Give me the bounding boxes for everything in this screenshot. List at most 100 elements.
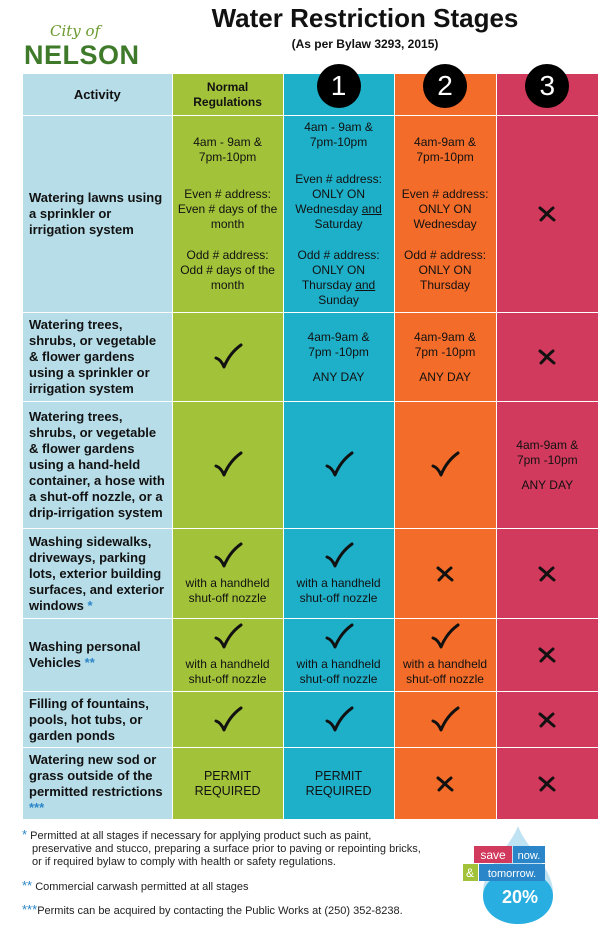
header-row: Activity Normal Regulations 1 2 3	[22, 63, 599, 116]
note-text: with a handheld shut-off nozzle	[185, 657, 270, 686]
now-box	[513, 846, 545, 863]
stage3-cell	[495, 528, 599, 619]
check-icon	[431, 706, 460, 731]
check-icon	[214, 451, 243, 477]
check-slot	[284, 623, 394, 651]
activity-cell: Watering new sod or grass outside of the…	[22, 747, 173, 820]
activity-cell: Watering trees, shrubs, or vegetable & f…	[22, 312, 173, 402]
header-stage-1: 1	[282, 63, 395, 116]
page-subtitle: (As per Bylaw 3293, 2015)	[291, 37, 439, 51]
note-text: with a handheld shut-off nozzle	[296, 657, 381, 686]
stage1-cell	[282, 401, 395, 529]
normal-cell: with a handheld shut-off nozzle	[171, 528, 284, 619]
amp-box	[463, 864, 478, 881]
activity-cell: Washing personal Vehicles **	[22, 618, 173, 692]
activity-cell: Watering lawns using a sprinkler or irri…	[22, 115, 173, 313]
activity-cell: Watering trees, shrubs, or vegetable & f…	[22, 401, 173, 529]
x-icon	[538, 776, 556, 791]
badge-now: now.	[518, 850, 541, 862]
table-row: Filling of fountains, pools, hot tubs, o…	[22, 691, 599, 748]
badge-amp: &	[466, 866, 474, 880]
tomorrow-box	[479, 864, 545, 881]
note-text: with a handheld shut-off nozzle	[185, 575, 270, 605]
permit-text: PERMIT REQUIRED	[194, 768, 261, 798]
stage1-cell: 4am - 9am & 7pm-10pm Even # address: ONL…	[282, 115, 395, 313]
permit-text: PERMIT REQUIRED	[305, 768, 372, 798]
header-normal: Normal Regulations	[171, 73, 284, 116]
x-icon	[538, 712, 556, 727]
check-icon	[325, 451, 354, 477]
table-row: Watering trees, shrubs, or vegetable & f…	[22, 401, 599, 529]
time-text: 4am-9am & 7pm -10pm	[307, 329, 370, 359]
check-icon	[214, 343, 243, 369]
check-slot	[395, 623, 496, 651]
stage1-cell: with a handheld shut-off nozzle	[282, 528, 395, 619]
header-activity: Activity	[22, 73, 173, 116]
table-row: Washing personal Vehicles ** with a hand…	[22, 618, 599, 692]
stage-1-badge: 1	[316, 63, 361, 108]
restriction-table: Activity Normal Regulations 1 2 3 Wateri…	[22, 63, 599, 820]
odd-text: Odd # address: ONLY ON Thursday	[404, 248, 487, 292]
note-text: with a handheld shut-off nozzle	[403, 657, 488, 686]
time-text: 4am - 9am & 7pm-10pm	[304, 120, 373, 149]
logo-nelson: NELSON	[24, 40, 140, 70]
check-icon	[325, 623, 354, 649]
stage3-cell	[495, 115, 599, 313]
stage-3-badge: 3	[525, 63, 570, 108]
stage3-cell	[495, 691, 599, 748]
header-stage-2: 2	[393, 63, 497, 116]
stage3-cell	[495, 618, 599, 692]
check-icon	[214, 623, 243, 649]
stage3-cell	[495, 747, 599, 820]
even-text: Even # address: ONLY ON Wednesday and Sa…	[295, 172, 382, 231]
days-text: ANY DAY	[312, 369, 365, 384]
check-slot	[173, 542, 283, 570]
normal-cell: PERMIT REQUIRED	[171, 747, 284, 820]
activity-cell: Filling of fountains, pools, hot tubs, o…	[22, 691, 173, 748]
stage2-cell: 4am-9am & 7pm-10pm Even # address: ONLY …	[393, 115, 497, 313]
badge-save: save	[480, 848, 506, 862]
note-text: with a handheld shut-off nozzle	[296, 575, 381, 605]
stage3-cell: 4am-9am & 7pm -10pm ANY DAY	[495, 401, 599, 529]
odd-text: Odd # address: ONLY ON Thursday and Sund…	[297, 248, 380, 307]
page-title: Water Restriction Stages	[211, 3, 519, 33]
stage2-cell	[393, 401, 497, 529]
x-icon	[436, 566, 454, 581]
stage3-cell	[495, 312, 599, 402]
normal-cell: with a handheld shut-off nozzle	[171, 618, 284, 692]
stage-2-badge: 2	[423, 63, 468, 108]
check-icon	[325, 706, 354, 731]
drop-fill	[483, 871, 553, 924]
activity-cell: Washing sidewalks, driveways, parking lo…	[22, 528, 173, 619]
check-icon	[214, 542, 243, 567]
even-text: Even # address: Even # days of the month	[177, 187, 278, 231]
x-icon	[538, 566, 556, 581]
badge-percent: 20%	[502, 887, 538, 907]
time-text: 4am - 9am & 7pm-10pm	[193, 135, 262, 164]
stage2-cell	[393, 528, 497, 619]
even-text: Even # address: ONLY ON Wednesday	[401, 187, 489, 231]
table-row: Watering lawns using a sprinkler or irri…	[22, 115, 599, 313]
normal-cell: 4am - 9am & 7pm-10pm Even # address: Eve…	[171, 115, 284, 313]
normal-cell	[171, 312, 284, 402]
check-icon	[431, 623, 460, 649]
check-icon	[431, 451, 460, 477]
save-box	[474, 846, 512, 863]
normal-cell	[171, 401, 284, 529]
time-text: 4am-9am & 7pm-10pm	[414, 135, 477, 164]
footnote-star: *	[87, 597, 93, 613]
save-now-badge: save now. & tomorrow. 20%	[463, 826, 553, 924]
footnote-1: * Permitted at all stages if necessary f…	[22, 827, 421, 868]
stage2-cell	[393, 747, 497, 820]
footnote-2: ** Commercial carwash permitted at all s…	[22, 878, 249, 893]
stage1-cell: 4am-9am & 7pm -10pm ANY DAY	[282, 312, 395, 402]
x-icon	[436, 776, 454, 791]
footnote-star: **	[84, 655, 95, 670]
stage1-cell: PERMIT REQUIRED	[282, 747, 395, 820]
x-icon	[538, 206, 556, 222]
time-text: 4am-9am & 7pm -10pm	[516, 437, 579, 467]
table-row: Washing sidewalks, driveways, parking lo…	[22, 528, 599, 619]
check-slot	[173, 623, 283, 651]
stage2-cell	[393, 691, 497, 748]
badge-tomorrow: tomorrow.	[488, 868, 536, 880]
